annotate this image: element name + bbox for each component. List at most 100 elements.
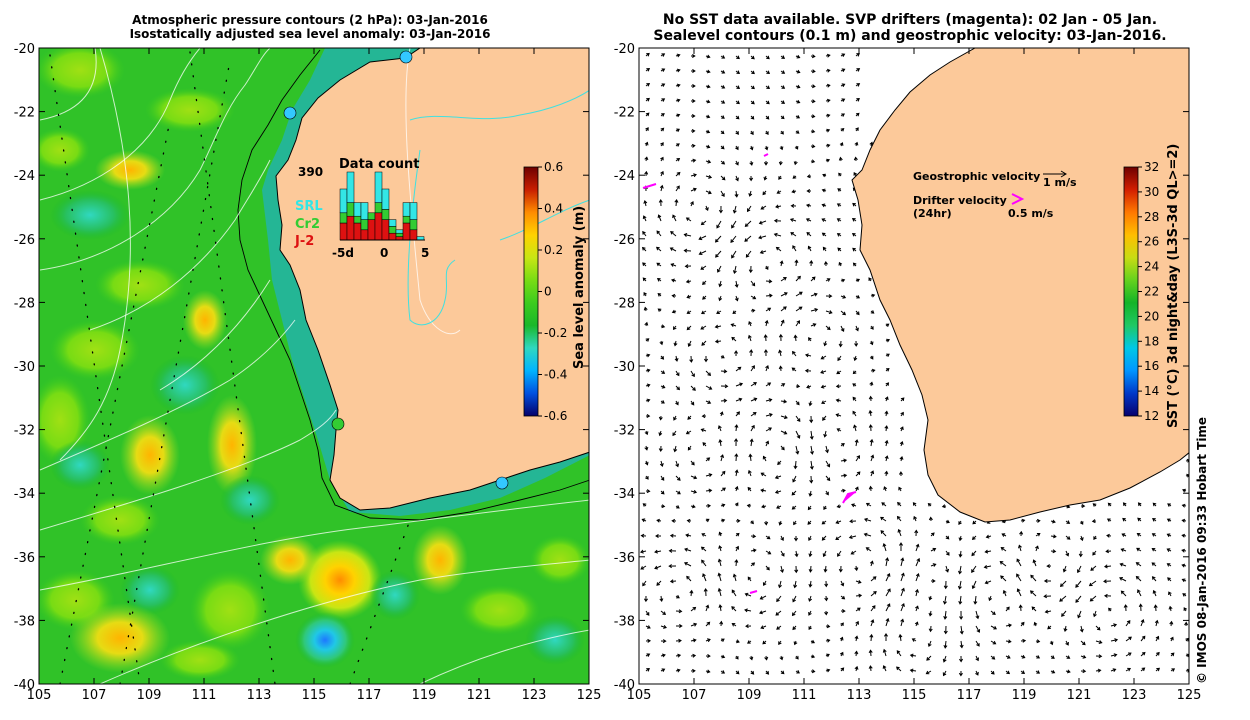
velocity-arrow <box>958 565 962 575</box>
velocity-arrow <box>835 384 842 389</box>
velocity-arrow <box>900 618 905 627</box>
velocity-arrow <box>795 99 801 104</box>
velocity-arrow <box>855 455 861 462</box>
velocity-arrow <box>1080 640 1086 646</box>
left-xtick-label: 107 <box>82 688 107 703</box>
drifter-legend-scale: 0.5 m/s <box>1008 207 1054 220</box>
velocity-arrow <box>675 143 680 147</box>
velocity-arrow <box>1043 578 1051 584</box>
velocity-arrow <box>765 365 769 372</box>
velocity-arrow <box>744 608 752 613</box>
velocity-arrow <box>691 83 696 89</box>
velocity-arrow <box>690 606 697 612</box>
velocity-arrow <box>853 424 857 432</box>
velocity-arrow <box>660 653 666 658</box>
sst-colorbar-tick-label: 32 <box>1144 160 1159 174</box>
velocity-arrow <box>671 278 677 283</box>
velocity-arrow <box>655 533 661 539</box>
inset-bar-cr2 <box>339 212 348 224</box>
velocity-arrow <box>855 83 861 87</box>
velocity-arrow <box>750 562 756 567</box>
velocity-arrow <box>720 398 728 403</box>
velocity-arrow <box>765 130 769 135</box>
velocity-arrow <box>735 70 741 74</box>
velocity-arrow <box>720 384 729 389</box>
velocity-arrow <box>975 655 979 662</box>
velocity-arrow <box>778 160 783 166</box>
inset-bar-srl <box>339 188 348 214</box>
velocity-arrow <box>807 505 812 511</box>
velocity-arrow <box>945 550 950 556</box>
velocity-arrow <box>795 130 800 134</box>
velocity-arrow <box>988 595 993 602</box>
velocity-arrow <box>705 669 711 674</box>
velocity-arrow <box>705 621 711 627</box>
velocity-arrow <box>674 198 679 207</box>
pressure-contour <box>159 279 271 391</box>
velocity-arrow <box>809 460 814 470</box>
velocity-arrow <box>645 52 650 57</box>
sla-colorbar-ticks: 0.6 0.4 0.2 0 -0.2 -0.4 -0.6 <box>538 160 567 423</box>
velocity-arrow <box>837 355 842 362</box>
velocity-arrow <box>735 545 739 552</box>
right-ytick-label: -40 <box>614 678 635 693</box>
velocity-arrow <box>825 68 831 73</box>
velocity-arrow <box>809 430 814 440</box>
velocity-arrow <box>780 670 785 675</box>
velocity-arrow <box>792 350 797 357</box>
velocity-arrow <box>1049 640 1054 646</box>
sla-patch <box>95 150 165 190</box>
velocity-arrow <box>675 68 681 73</box>
velocity-arrow <box>718 205 723 214</box>
velocity-arrow <box>883 632 889 641</box>
velocity-arrow <box>864 517 872 522</box>
inset-bar-j2 <box>360 229 369 241</box>
right-ytick-label: -32 <box>614 424 635 439</box>
velocity-arrow <box>703 587 708 597</box>
velocity-arrow <box>660 355 665 360</box>
left-ytick-label: -28 <box>14 296 35 311</box>
velocity-arrow <box>928 610 933 617</box>
velocity-arrow <box>775 246 782 252</box>
velocity-arrow <box>732 265 737 274</box>
velocity-arrow <box>691 98 696 104</box>
velocity-arrow <box>645 413 651 419</box>
velocity-arrow <box>690 173 697 178</box>
velocity-arrow <box>794 550 799 558</box>
velocity-arrow <box>1075 595 1082 603</box>
velocity-arrow <box>1065 640 1069 646</box>
velocity-arrow <box>672 214 677 222</box>
velocity-arrow <box>645 475 649 480</box>
velocity-arrow <box>765 115 770 120</box>
velocity-arrow <box>658 445 663 453</box>
sla-patch <box>460 585 540 635</box>
velocity-arrow <box>1092 503 1097 507</box>
velocity-arrow <box>836 233 842 237</box>
left-xtick-label: 109 <box>137 688 162 703</box>
velocity-arrow <box>909 653 917 658</box>
velocity-arrow <box>747 640 752 644</box>
velocity-arrow <box>705 84 711 89</box>
velocity-arrow <box>1093 535 1097 540</box>
velocity-arrow <box>1065 669 1071 674</box>
velocity-arrow <box>731 220 737 229</box>
velocity-arrow <box>642 503 647 507</box>
velocity-arrow <box>645 68 651 72</box>
velocity-arrow <box>720 100 726 104</box>
velocity-arrow <box>792 175 797 179</box>
velocity-arrow <box>675 83 681 88</box>
velocity-arrow <box>778 580 782 589</box>
sla-patch <box>295 612 355 668</box>
inset-bar-cr2 <box>353 215 362 224</box>
velocity-arrow <box>945 535 950 540</box>
velocity-arrow <box>1152 518 1157 522</box>
velocity-arrow <box>657 308 662 312</box>
velocity-arrow <box>1136 532 1142 537</box>
velocity-arrow <box>750 397 758 402</box>
velocity-arrow <box>900 587 905 597</box>
velocity-arrow <box>1050 519 1056 524</box>
velocity-arrow <box>810 292 818 297</box>
velocity-arrow <box>780 55 786 59</box>
velocity-arrow <box>1154 619 1159 627</box>
velocity-arrow <box>675 400 679 406</box>
